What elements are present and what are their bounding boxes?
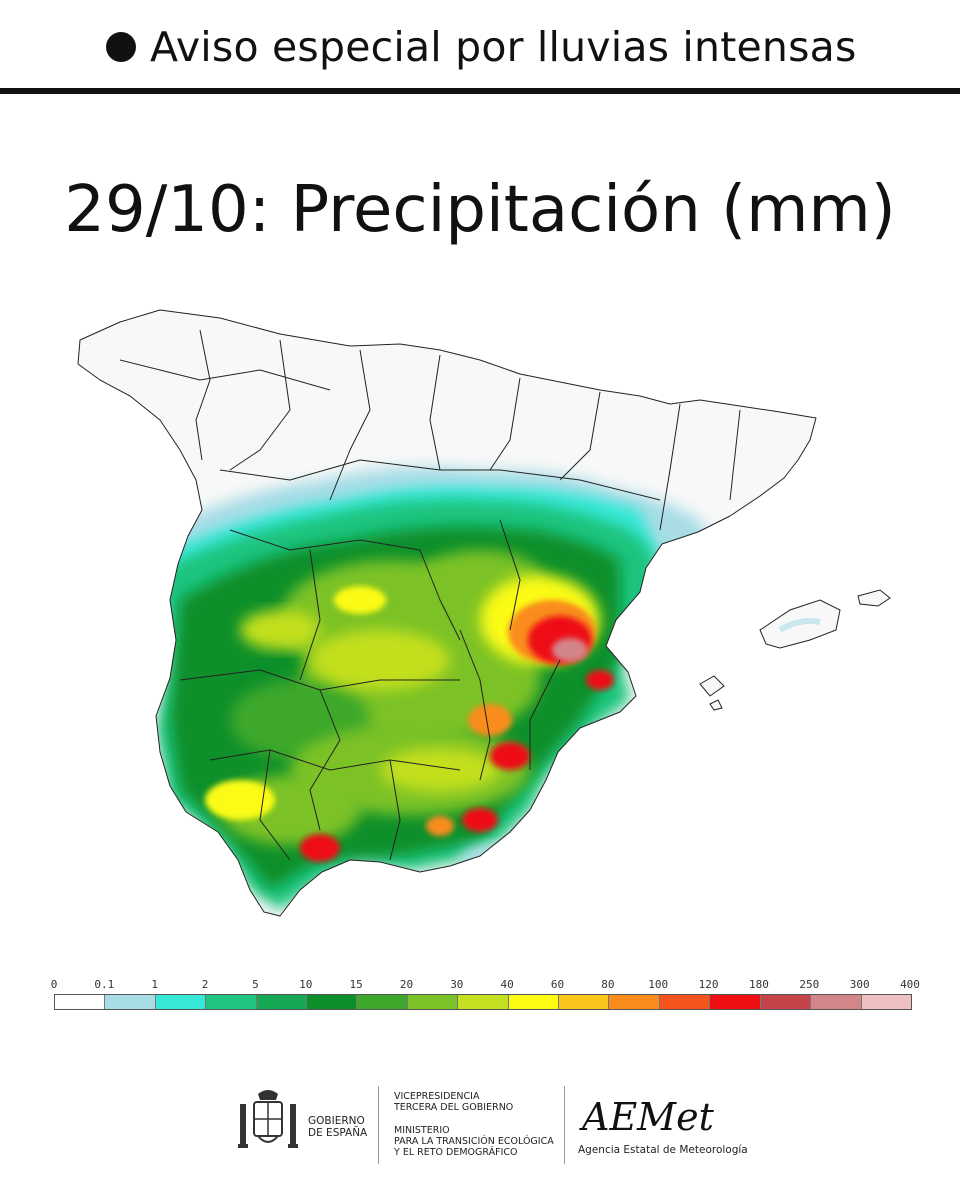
precipitation-legend: 0 0.1 1 2 5 10 15 20 30 40 60 80 100 120 180 250 300 400 [40,978,920,1018]
legend-tick-label: 10 [299,978,313,991]
legend-bin [256,995,308,1009]
page-header: Aviso especial por lluvias intensas [0,0,960,94]
vice-line2: TERCERA DEL GOBIERNO [394,1102,514,1113]
legend-tick-label: 0 [50,978,58,991]
bullet-icon [106,32,136,62]
legend-color-scale [54,994,912,1010]
header-divider [0,88,960,94]
legend-bin [307,995,358,1009]
ministry-label: VICEPRESIDENCIA TERCERA DEL GOBIERNO MIN… [394,1091,554,1158]
legend-tick-label: 120 [698,978,719,991]
legend-tick-label: 0.1 [94,978,115,991]
coat-of-arms-icon [238,1090,298,1148]
legend-bin [861,995,911,1009]
ministry-line2: PARA LA TRANSICIÓN ECOLÓGICA [394,1136,554,1147]
gobierno-line2: DE ESPAÑA [308,1127,368,1139]
legend-tick-label: 250 [799,978,820,991]
legend-bin [609,995,660,1009]
legend-tick-label: 20 [399,978,414,991]
legend-bin [105,995,156,1009]
legend-tick-label: 180 [749,978,769,991]
footer-divider [378,1086,379,1164]
legend-bin [206,995,257,1009]
aemet-logo: AEMet [579,1095,715,1138]
legend-tick-label: 30 [450,978,464,991]
legend-bin [710,995,761,1009]
legend-tick-label: 300 [849,978,870,991]
legend-tick-label: 80 [601,978,615,991]
legend-bin [155,995,207,1009]
legend-tick-label: 100 [648,978,669,991]
ministry-line1: MINISTERIO [394,1125,450,1136]
legend-bin [357,995,408,1009]
legend-bin [55,995,106,1009]
legend-bin [559,995,610,1009]
page-footer: GOBIERNO DE ESPAÑA VICEPRESIDENCIA TERCE… [0,1080,960,1180]
precipitation-map [77,309,891,917]
balearic-islands [699,589,891,711]
gobierno-line1: GOBIERNO [308,1115,365,1127]
footer-divider [564,1086,565,1164]
legend-tick-label: 2 [201,978,209,991]
legend-tick-label: 400 [900,978,920,991]
legend-bin [659,995,711,1009]
header-title: Aviso especial por lluvias intensas [150,23,857,71]
ministry-line3: Y EL RETO DEMOGRÁFICO [394,1147,518,1158]
svg-text:AEMet: AEMet [579,1095,715,1138]
legend-tick-label: 1 [151,978,159,991]
legend-bin [407,995,459,1009]
map-title: 29/10: Precipitación (mm) [64,173,896,247]
vice-line1: VICEPRESIDENCIA [394,1091,480,1102]
legend-tick-label: 60 [550,978,565,991]
aemet-subtitle: Agencia Estatal de Meteorología [578,1144,748,1156]
legend-bin [508,995,560,1009]
legend-tick-label: 15 [349,978,363,991]
legend-tick-label: 5 [252,978,259,991]
legend-bin [760,995,812,1009]
legend-bin [458,995,509,1009]
gobierno-label: GOBIERNO DE ESPAÑA [308,1115,367,1139]
legend-tick-label: 40 [500,978,514,991]
legend-bin [811,995,862,1009]
